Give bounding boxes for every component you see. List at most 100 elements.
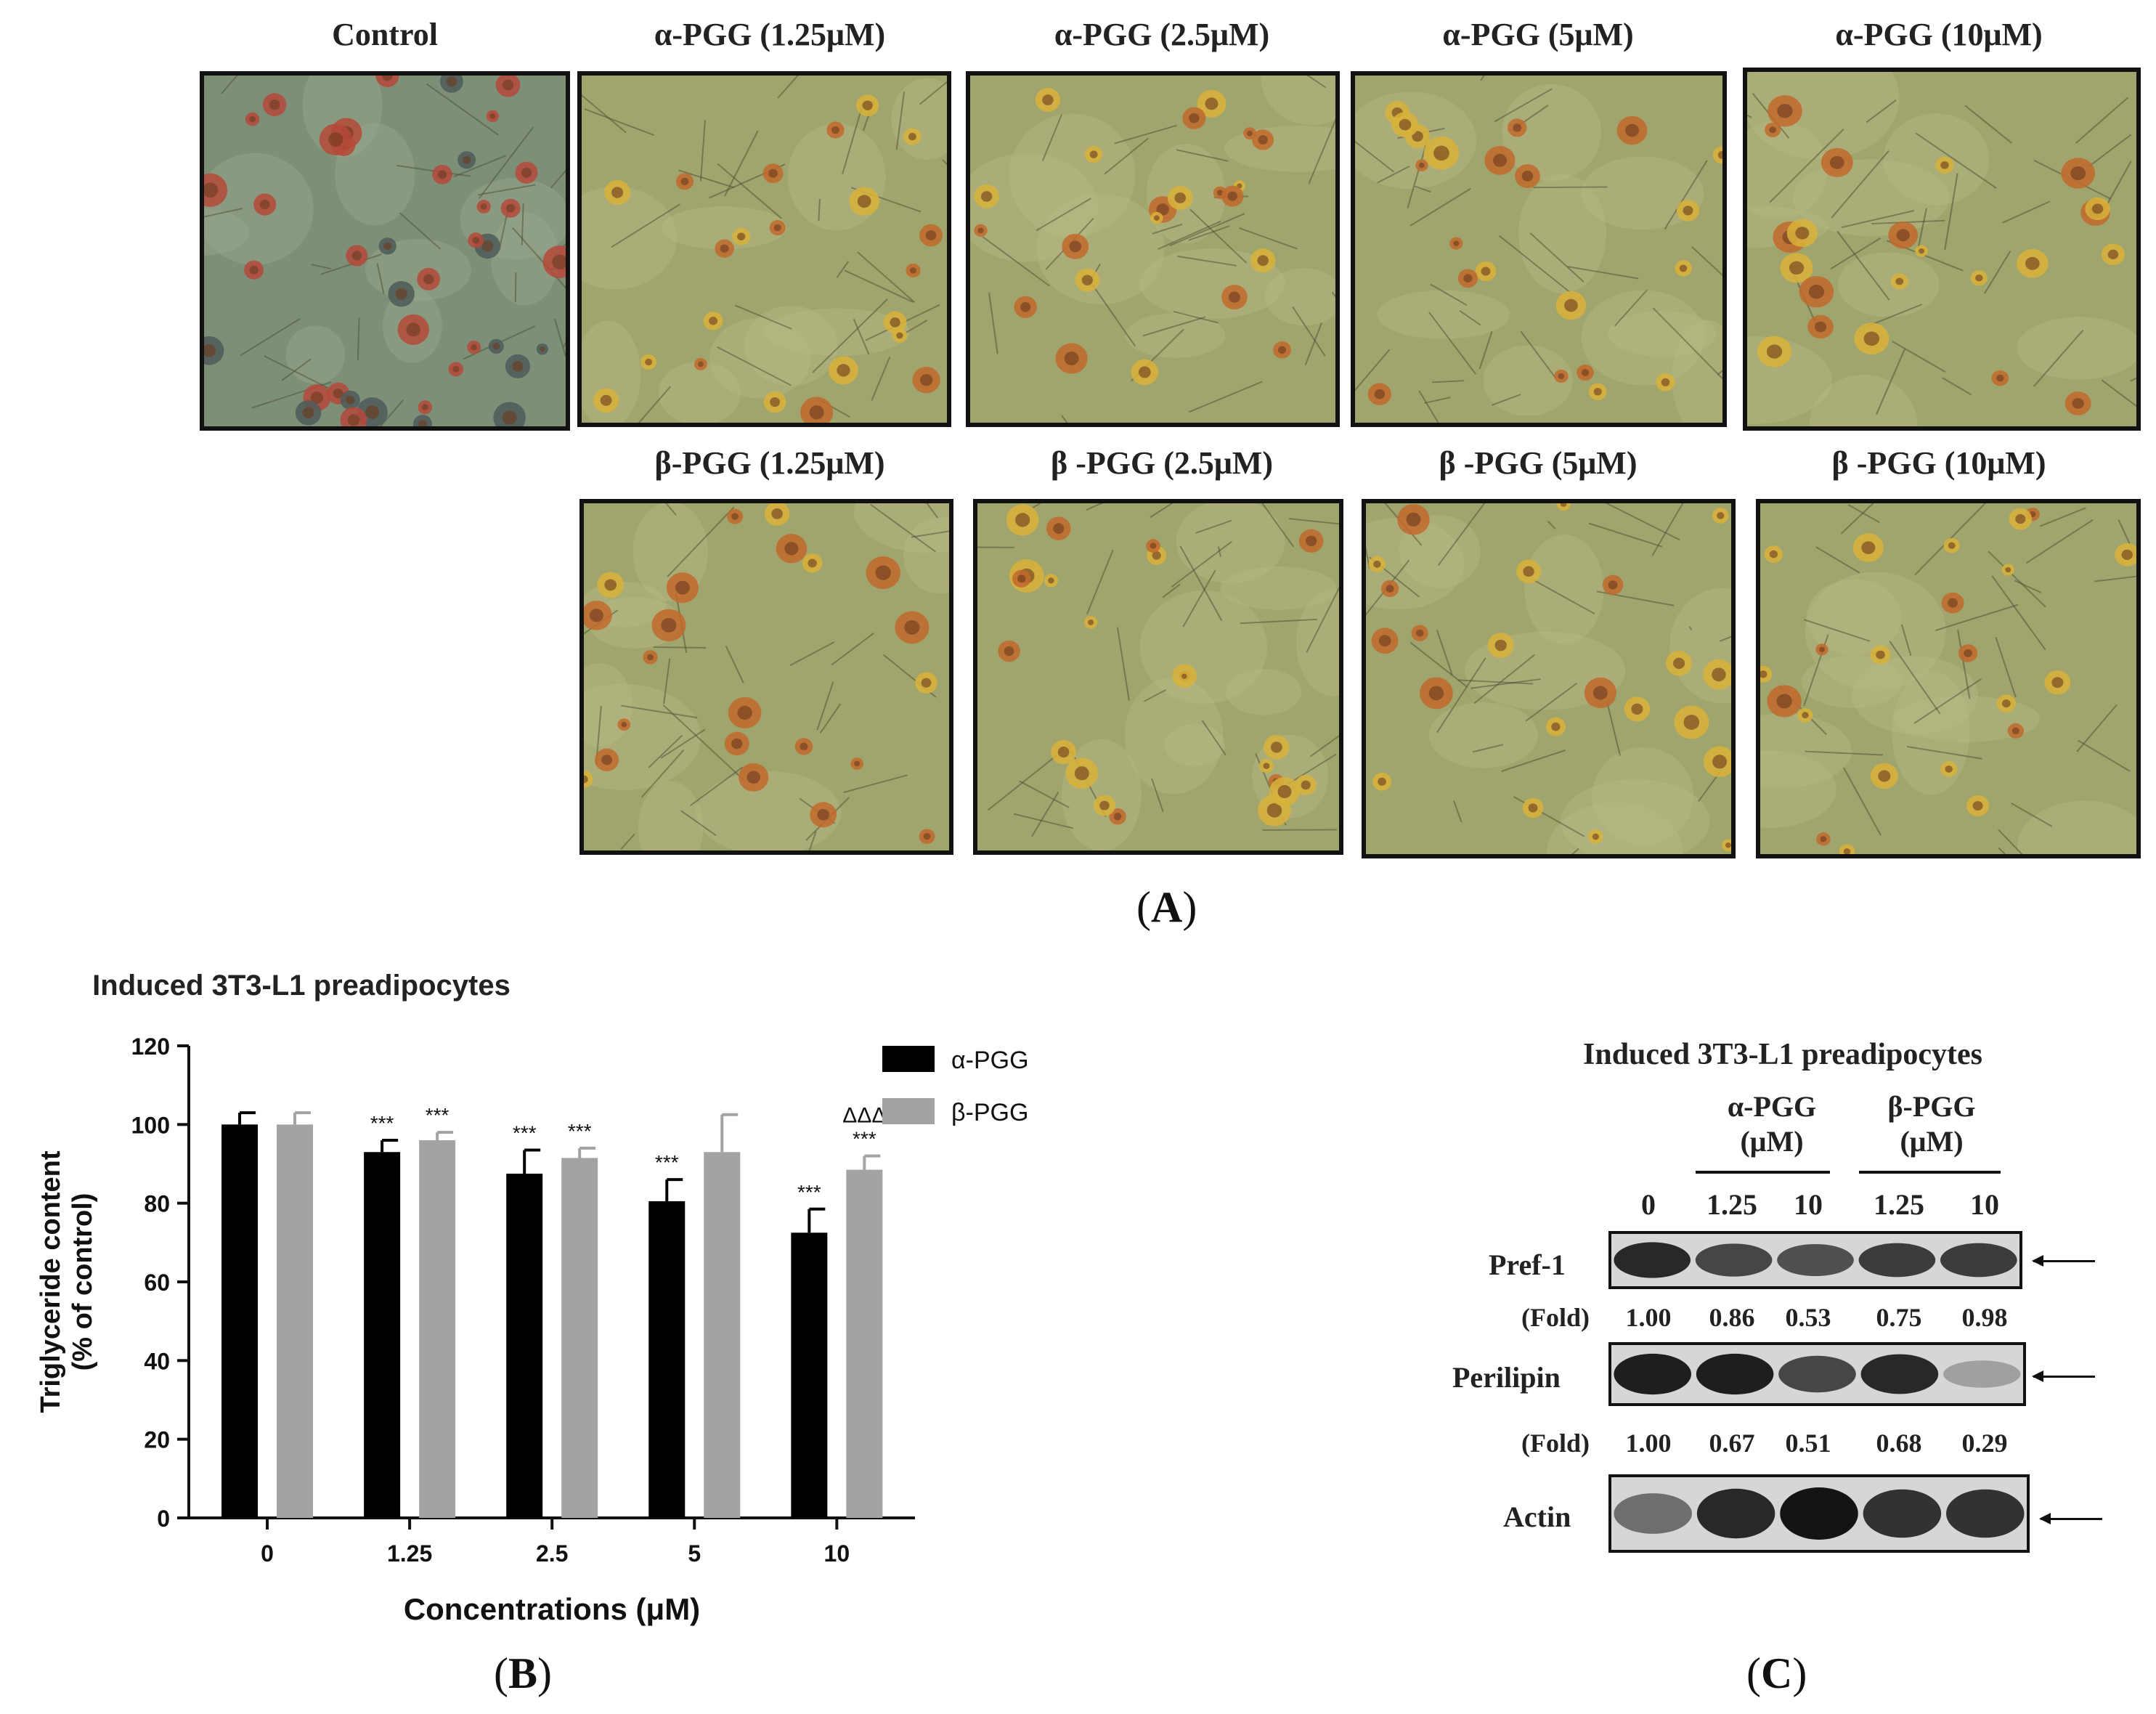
- legend-swatch: [882, 1098, 935, 1124]
- lane-label: 1.25: [1874, 1188, 1924, 1221]
- blot-band: [1614, 1353, 1691, 1395]
- blot-band: [1696, 1353, 1774, 1395]
- x-tick-label: 10: [824, 1540, 850, 1567]
- blot-band: [1946, 1489, 2025, 1538]
- micrograph-beta-5: [1362, 499, 1736, 858]
- tile-label: α-PGG (10μM): [1835, 17, 2043, 52]
- tile-label: β -PGG (5μM): [1439, 445, 1638, 481]
- fold-value: 0.53: [1785, 1303, 1831, 1332]
- tile-label: α-PGG (2.5μM): [1054, 17, 1270, 52]
- micrograph-beta-10: [1756, 499, 2141, 858]
- fold-label: (Fold): [1521, 1303, 1590, 1332]
- y-tick-label: 0: [157, 1506, 170, 1532]
- panel-b-caption: (B): [494, 1649, 552, 1697]
- blot-band: [1943, 1360, 2021, 1388]
- blot-band: [1777, 1243, 1854, 1277]
- significance-mark: ***: [426, 1104, 449, 1126]
- group-underline-alpha: [1696, 1171, 1830, 1174]
- bar: [791, 1232, 828, 1518]
- arrow-perilipin: [2032, 1370, 2095, 1382]
- tile-label: Control: [332, 17, 438, 52]
- blot-band: [1780, 1487, 1858, 1540]
- significance-mark: ***: [370, 1112, 394, 1134]
- y-tick-label: 100: [131, 1112, 170, 1138]
- y-tick-label: 80: [144, 1191, 170, 1217]
- fold-value: 0.75: [1876, 1303, 1922, 1332]
- blot-pref1: [1608, 1231, 2022, 1289]
- fold-value: 0.86: [1709, 1303, 1755, 1332]
- triglyceride-bar-chart: Induced 3T3-L1 preadipocytes020406080100…: [36, 970, 1029, 1626]
- significance-mark: ***: [568, 1120, 592, 1142]
- y-tick-label: 20: [144, 1427, 170, 1453]
- blot-label-actin: Actin: [1503, 1500, 1571, 1533]
- bar: [419, 1140, 456, 1518]
- bar: [277, 1124, 314, 1518]
- y-axis-label: Triglyceride content(% of control): [36, 1150, 98, 1413]
- y-tick-label: 40: [144, 1348, 170, 1374]
- micrograph-beta-2-5: [973, 499, 1343, 855]
- lane-label: 10: [1794, 1188, 1823, 1221]
- arrow-actin: [2039, 1513, 2102, 1524]
- lane-label: 10: [1970, 1188, 1999, 1221]
- tile-label: β -PGG (10μM): [1831, 445, 2046, 481]
- blot-perilipin: [1608, 1342, 2026, 1406]
- bar: [846, 1169, 883, 1518]
- tile-label: α-PGG (1.25μM): [654, 17, 886, 52]
- blot-band: [1863, 1489, 1942, 1538]
- bar: [704, 1152, 741, 1518]
- micrograph-alpha-1-25: [577, 71, 951, 427]
- panel-c-caption: (C): [1746, 1649, 1807, 1697]
- legend-label: α-PGG: [951, 1047, 1029, 1074]
- blot-band: [1614, 1493, 1692, 1534]
- bar: [648, 1201, 686, 1518]
- micrograph-beta-1-25: [579, 499, 953, 855]
- micrograph-control: [200, 71, 570, 431]
- x-tick-label: 0: [261, 1540, 274, 1567]
- significance-mark: ***: [853, 1128, 876, 1150]
- blot-band: [1696, 1488, 1775, 1539]
- group-label-beta: β-PGG (μM): [1887, 1090, 1976, 1158]
- bar: [561, 1158, 598, 1518]
- fold-value: 0.29: [1961, 1429, 2008, 1458]
- x-tick-label: 5: [688, 1540, 701, 1567]
- chart-title: Induced 3T3-L1 preadipocytes: [92, 970, 510, 1002]
- micrograph-alpha-2-5: [966, 71, 1340, 427]
- arrow-pref1: [2032, 1255, 2095, 1267]
- x-tick-label: 1.25: [387, 1540, 432, 1567]
- tile-label: β-PGG (1.25μM): [654, 445, 885, 481]
- fold-value: 0.67: [1709, 1429, 1755, 1458]
- micrograph-alpha-5: [1351, 71, 1727, 427]
- lane-label: 0: [1641, 1188, 1656, 1221]
- micrograph-alpha-10: [1743, 68, 2141, 431]
- fold-value: 1.00: [1625, 1303, 1672, 1332]
- y-tick-label: 120: [131, 1033, 170, 1060]
- tile-label: α-PGG (5μM): [1442, 17, 1634, 52]
- western-blot-title: Induced 3T3-L1 preadipocytes: [1583, 1038, 1982, 1071]
- significance-mark: ***: [797, 1181, 821, 1203]
- blot-band: [1614, 1242, 1691, 1278]
- x-axis-label: Concentrations (μM): [404, 1592, 700, 1626]
- blot-band: [1695, 1243, 1773, 1277]
- group-label-alpha: α-PGG (μM): [1727, 1090, 1817, 1158]
- blot-band: [1778, 1355, 1856, 1393]
- blot-band: [1940, 1243, 2017, 1278]
- blot-actin: [1608, 1474, 2030, 1553]
- significance-mark: ***: [513, 1122, 537, 1145]
- fold-value: 0.98: [1961, 1303, 2008, 1332]
- significance-mark: ***: [655, 1151, 679, 1174]
- group-underline-beta: [1859, 1171, 2001, 1174]
- bar: [221, 1124, 259, 1518]
- significance-mark-extra: ΔΔΔ: [842, 1104, 886, 1128]
- lane-label: 1.25: [1707, 1188, 1757, 1221]
- fold-value: 1.00: [1625, 1429, 1672, 1458]
- bar: [506, 1174, 543, 1518]
- blot-band: [1860, 1354, 1939, 1394]
- blot-band: [1858, 1243, 1936, 1278]
- bar: [364, 1152, 401, 1518]
- legend-label: β-PGG: [951, 1099, 1028, 1126]
- x-tick-label: 2.5: [536, 1540, 568, 1567]
- blot-label-perilipin: Perilipin: [1452, 1361, 1561, 1394]
- fold-label: (Fold): [1521, 1429, 1590, 1458]
- y-tick-label: 60: [144, 1270, 170, 1296]
- tile-label: β -PGG (2.5μM): [1051, 445, 1273, 481]
